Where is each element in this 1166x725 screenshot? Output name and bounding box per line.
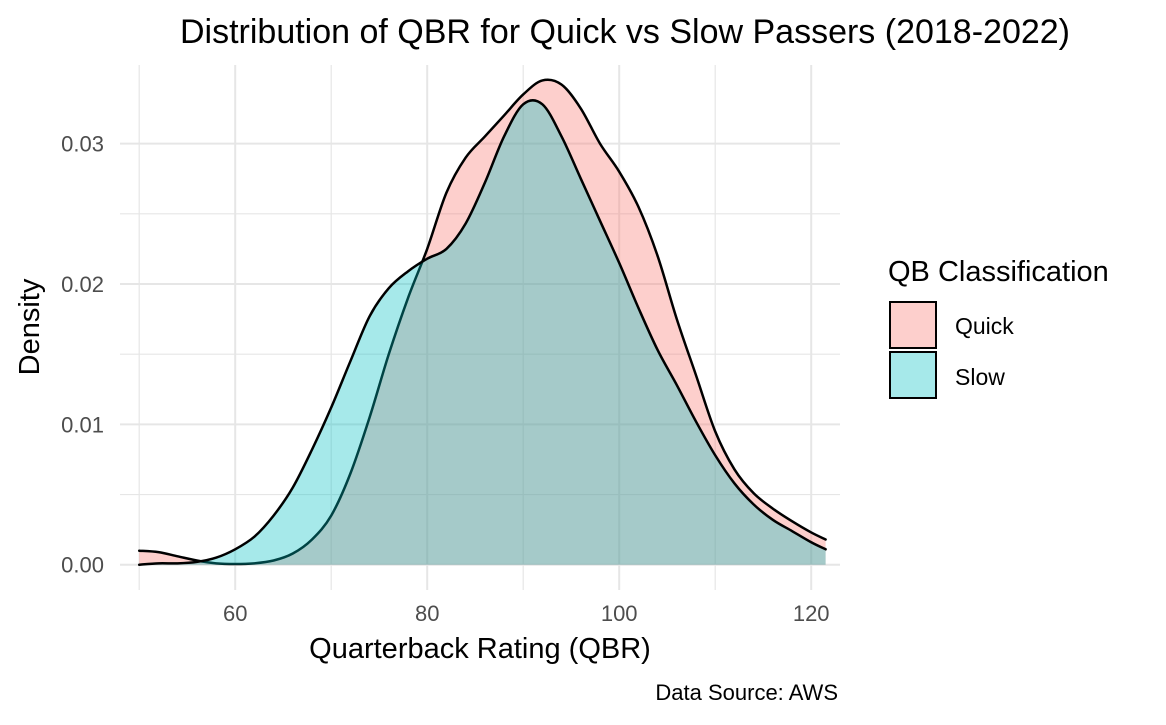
legend-label-quick: Quick: [955, 313, 1014, 339]
series-layer: [137, 78, 827, 566]
density-fill-quick: [139, 79, 826, 565]
chart-title: Distribution of QBR for Quick vs Slow Pa…: [180, 13, 1070, 51]
legend-title: QB Classification: [888, 256, 1109, 288]
legend-key-slow: [889, 351, 937, 399]
legend: QB Classification Quick Slow: [888, 256, 1109, 399]
y-axis-label: Density: [14, 278, 46, 375]
y-tick-label-3: 0.03: [61, 132, 104, 157]
legend-label-slow: Slow: [955, 364, 1005, 390]
y-tick-label-1: 0.01: [61, 412, 104, 437]
x-tick-label-3: 120: [793, 601, 830, 626]
axis-layer: 60 80 100 120 0.00 0.01 0.02 0.03: [61, 132, 829, 626]
chart-caption: Data Source: AWS: [655, 680, 838, 705]
density-line-quick: [137, 78, 827, 566]
x-tick-label-2: 100: [601, 601, 638, 626]
x-tick-label-0: 60: [223, 601, 247, 626]
x-axis-label: Quarterback Rating (QBR): [309, 633, 651, 665]
y-tick-label-2: 0.02: [61, 272, 104, 297]
density-fill-slow: [139, 100, 826, 565]
legend-key-quick: [889, 301, 937, 349]
density-line-slow: [137, 99, 827, 566]
x-tick-label-1: 80: [415, 601, 439, 626]
y-tick-label-0: 0.00: [61, 553, 104, 578]
